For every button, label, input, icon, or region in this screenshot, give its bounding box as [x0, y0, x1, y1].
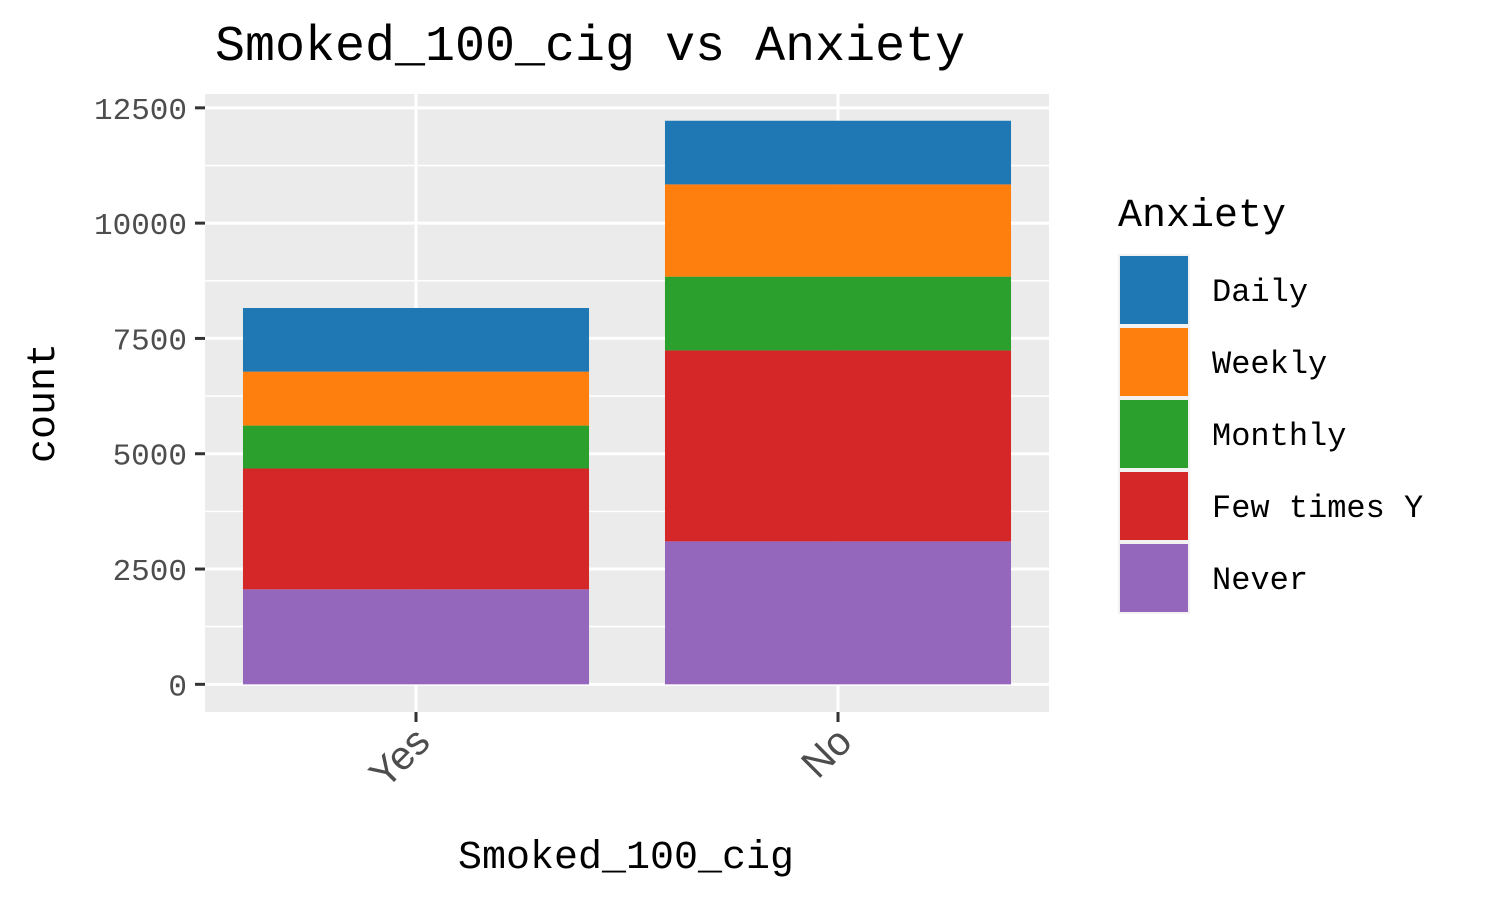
bar-yes-daily: [242, 307, 590, 372]
bars: [242, 120, 1012, 685]
bar-no-weekly: [664, 184, 1012, 277]
bar-yes-monthly: [242, 425, 590, 469]
chart-title: Smoked_100_cig vs Anxiety: [215, 19, 965, 76]
x-tick-label-no: No: [793, 719, 860, 786]
legend-label: Never: [1212, 562, 1308, 599]
bar-no-daily: [664, 120, 1012, 185]
y-axis-title: count: [22, 343, 67, 463]
legend: Anxiety Daily Weekly Monthly Few times Y Nev…: [1118, 194, 1423, 614]
bar-yes-few-times-y: [242, 468, 590, 590]
legend-swatch: [1120, 544, 1188, 612]
bar-no-monthly: [664, 276, 1012, 351]
y-tick-label: 0: [168, 670, 187, 705]
y-tick-label: 12500: [94, 94, 187, 129]
legend-swatch: [1120, 328, 1188, 396]
x-axis: Yes No: [361, 712, 860, 797]
legend-label: Few times Y: [1212, 490, 1423, 527]
x-tick-label-yes: Yes: [361, 719, 438, 796]
legend-label: Weekly: [1212, 346, 1327, 383]
legend-label: Daily: [1212, 274, 1308, 311]
bar-yes-never: [242, 589, 590, 685]
bar-no-few-times-y: [664, 350, 1012, 542]
legend-swatch: [1120, 256, 1188, 324]
x-axis-title: Smoked_100_cig: [458, 836, 794, 881]
bar-no-never: [664, 541, 1012, 685]
legend-swatch: [1120, 400, 1188, 468]
y-axis: 0 2500 5000 7500 10000 12500: [94, 94, 205, 705]
legend-title: Anxiety: [1118, 194, 1286, 239]
y-tick-label: 5000: [113, 440, 187, 475]
y-tick-label: 10000: [94, 209, 187, 244]
y-tick-label: 2500: [113, 555, 187, 590]
legend-swatch: [1120, 472, 1188, 540]
legend-label: Monthly: [1212, 418, 1346, 455]
y-tick-label: 7500: [113, 324, 187, 359]
bar-yes-weekly: [242, 371, 590, 426]
